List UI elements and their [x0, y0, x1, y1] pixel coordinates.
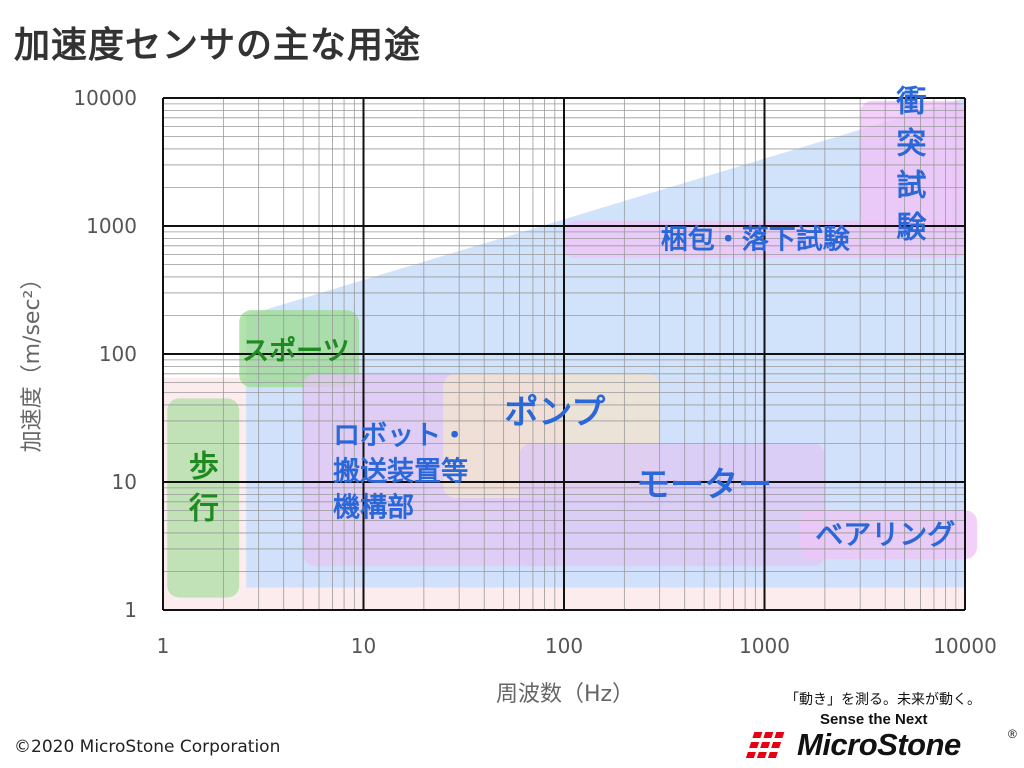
region-box-4 — [519, 443, 825, 567]
region-label: 試 — [896, 168, 926, 203]
region-box-1 — [239, 310, 360, 388]
page-title: 加速度センサの主な用途 — [14, 25, 422, 66]
logo-registered-mark: ® — [1008, 727, 1017, 741]
x-axis-label: 周波数（Hz） — [495, 682, 635, 707]
region-label: 搬送装置等 — [333, 455, 468, 487]
y-tick-label: 1000 — [86, 214, 137, 238]
x-tick-label: 1000 — [739, 634, 790, 658]
region-label: ロボット・ — [333, 420, 468, 451]
copyright-text: ©2020 MicroStone Corporation — [14, 737, 281, 757]
region-label: ベアリング — [815, 518, 955, 551]
x-tick-label: 1 — [157, 634, 170, 658]
region-label: スポーツ — [242, 336, 349, 367]
grid-layer — [162, 97, 966, 611]
tick-label-layer: 1 10 100 1000 10000 1 10 100 1000 10000 — [73, 86, 996, 658]
x-tick-label: 10 — [351, 634, 376, 658]
logo-wordmark: MicroStone — [797, 727, 961, 762]
tagline-en: Sense the Next — [820, 711, 928, 728]
region-label: モーター — [636, 465, 772, 505]
region-label: 行 — [188, 491, 219, 526]
region-label: 突 — [896, 126, 926, 161]
region-label: ポンプ — [504, 392, 605, 432]
region-box-5 — [799, 510, 978, 560]
region-label: 梱包・落下試験 — [661, 223, 851, 255]
region-label: 験 — [896, 210, 927, 245]
y-tick-label: 10 — [112, 470, 137, 494]
y-tick-label: 1 — [124, 598, 137, 622]
region-box-0 — [167, 398, 240, 598]
region-label: 機構部 — [333, 491, 414, 523]
region-label: 衝 — [895, 84, 926, 119]
tagline-jp: 「動き」を測る。未来が動く。 — [785, 692, 981, 708]
logo-icon — [745, 732, 785, 758]
y-tick-label: 100 — [99, 342, 137, 366]
x-tick-label: 100 — [545, 634, 583, 658]
region-label: 歩 — [189, 449, 219, 484]
x-tick-label: 10000 — [933, 634, 997, 658]
y-axis-label: 加速度（m/sec²） — [20, 267, 45, 453]
y-tick-label: 10000 — [73, 86, 137, 110]
